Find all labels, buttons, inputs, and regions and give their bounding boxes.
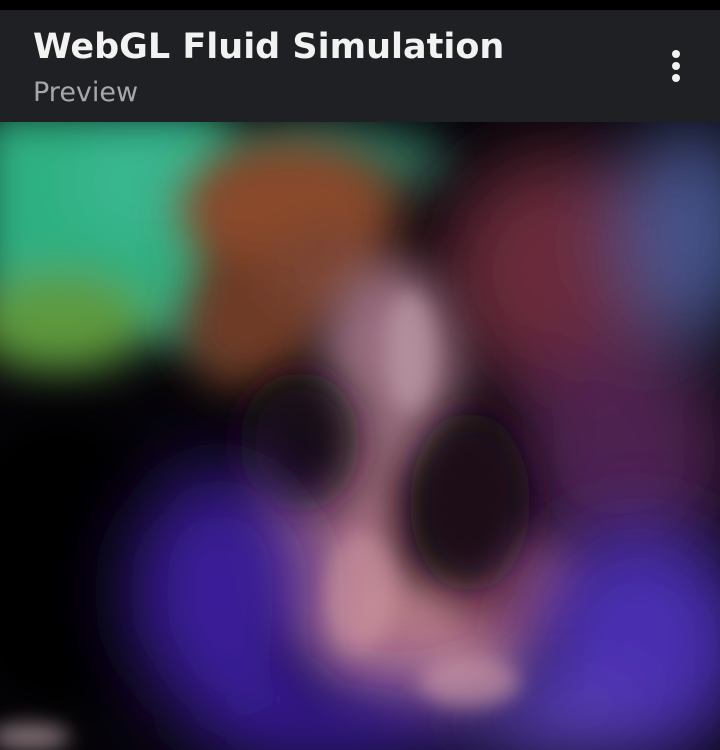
- app-bar: WebGL Fluid Simulation Preview: [0, 10, 720, 122]
- more-options-button[interactable]: [650, 40, 702, 92]
- smoke-violet: [130, 472, 720, 750]
- page-title: WebGL Fluid Simulation: [33, 27, 505, 67]
- page-subtitle: Preview: [33, 77, 139, 108]
- smoke-wisps: [0, 292, 520, 750]
- more-vert-icon-dot-3: [672, 74, 680, 82]
- more-vert-icon: [672, 50, 680, 58]
- fluid-simulation-canvas[interactable]: [0, 122, 720, 750]
- smoke-dark-core: [0, 372, 530, 712]
- smoke-orange: [180, 142, 400, 392]
- status-bar: [0, 0, 720, 10]
- more-vert-icon-dot-2: [672, 62, 680, 70]
- fluid-render: [0, 122, 720, 750]
- smoke-maroon: [440, 122, 720, 562]
